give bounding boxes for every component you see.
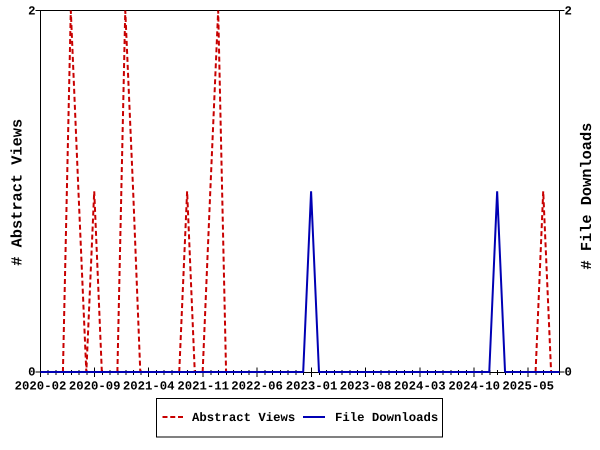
svg-text:2024-03: 2024-03 — [394, 379, 446, 393]
svg-text:2023-08: 2023-08 — [340, 379, 392, 393]
svg-text:File Downloads: File Downloads — [335, 411, 438, 425]
svg-text:2: 2 — [565, 4, 572, 18]
svg-text:2020-09: 2020-09 — [69, 379, 121, 393]
svg-text:0: 0 — [28, 366, 35, 380]
svg-text:2: 2 — [28, 4, 35, 18]
svg-text:2023-01: 2023-01 — [286, 379, 338, 393]
svg-text:2020-02: 2020-02 — [15, 379, 67, 393]
svg-text:2024-10: 2024-10 — [448, 379, 500, 393]
svg-text:Abstract Views: Abstract Views — [192, 411, 295, 425]
svg-text:# File Downloads: # File Downloads — [578, 123, 596, 270]
svg-text:2025-05: 2025-05 — [502, 379, 554, 393]
svg-text:0: 0 — [565, 366, 572, 380]
svg-text:2021-11: 2021-11 — [177, 379, 229, 393]
svg-text:2021-04: 2021-04 — [123, 379, 175, 393]
svg-text:2022-06: 2022-06 — [231, 379, 283, 393]
svg-text:# Abstract Views: # Abstract Views — [9, 119, 27, 266]
